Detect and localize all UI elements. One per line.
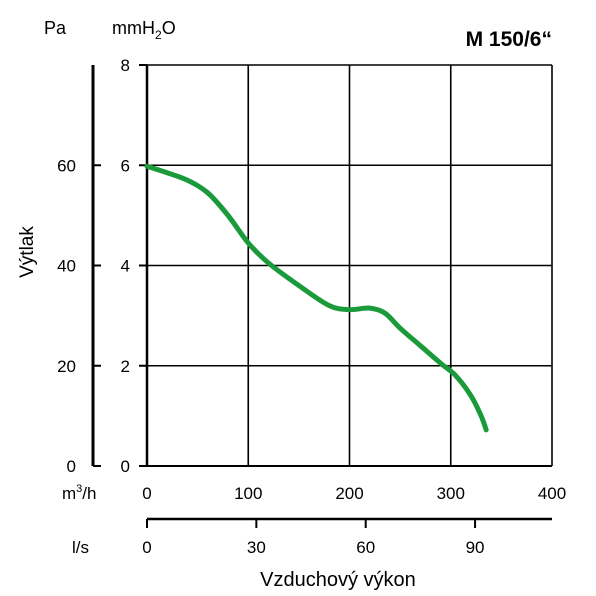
y-unit-mmh2o: mmH2O: [112, 18, 176, 42]
x2-tick-label-ls: 0: [142, 538, 151, 557]
x-tick-label-m3h: 300: [437, 484, 465, 503]
grid-lines: [147, 64, 553, 466]
y-tick-label-pa: 20: [57, 357, 76, 376]
y-tick-label-mmh2o: 8: [121, 56, 130, 75]
tick-labels: 0 2 4 6 8 0 20 40 60 0 100 200 300 400 0 30 60 90: [57, 56, 566, 557]
y-tick-label-mmh2o: 0: [121, 457, 130, 476]
x-tick-label-m3h: 400: [538, 484, 566, 503]
x2-tick-label-ls: 60: [356, 538, 375, 557]
y-tick-label-pa: 60: [57, 156, 76, 175]
x-tick-label-m3h: 200: [335, 484, 363, 503]
x2-unit-ls: l/s: [72, 538, 89, 557]
x-tick-label-m3h: 0: [142, 484, 151, 503]
y-axis-label: Výtlak: [17, 226, 38, 278]
y-tick-label-mmh2o: 6: [121, 156, 130, 175]
y-unit-pa: Pa: [44, 18, 67, 38]
axes: [91, 64, 552, 528]
x2-tick-label-ls: 30: [247, 538, 266, 557]
chart-title: M 150/6“: [466, 28, 552, 51]
x-unit-m3h: m3/h: [62, 483, 96, 503]
performance-curve: [144, 163, 489, 433]
y-tick-label-mmh2o: 4: [121, 257, 130, 276]
x-axis-label: Vzduchový výkon: [260, 569, 416, 591]
y-tick-label-pa: 0: [67, 457, 76, 476]
x-tick-label-m3h: 100: [234, 484, 262, 503]
x2-tick-label-ls: 90: [466, 538, 485, 557]
y-tick-label-mmh2o: 2: [121, 357, 130, 376]
y-tick-label-pa: 40: [57, 257, 76, 276]
